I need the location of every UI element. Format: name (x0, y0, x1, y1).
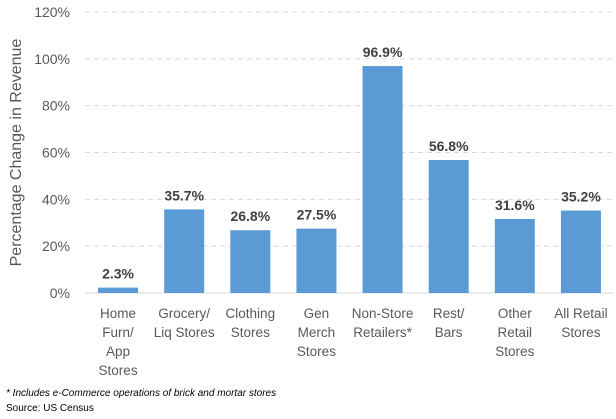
x-tick-label: Gen Merch Stores (297, 306, 336, 359)
source-note: Source: US Census (6, 403, 94, 414)
bar (560, 210, 601, 293)
bar (494, 219, 535, 293)
data-label: 26.8% (230, 208, 270, 224)
bar (98, 287, 139, 293)
data-label: 35.7% (164, 187, 204, 203)
data-label: 56.8% (429, 138, 469, 154)
x-tick-label: All Retail Stores (554, 306, 607, 340)
data-label: 2.3% (102, 266, 134, 282)
x-tick-label: Grocery/Liq Stores (154, 306, 215, 340)
bar-chart: 0% 20% 40% 60% 80% 100% 120% Percentage Change … (8, 4, 614, 378)
bar (296, 228, 337, 293)
data-label: 35.2% (561, 189, 601, 205)
x-tick-label: Home Furn/App Stores (99, 306, 138, 378)
data-label: 27.5% (297, 207, 337, 223)
bar (428, 159, 469, 293)
data-label: 31.6% (495, 197, 535, 213)
y-axis-title: Percentage Change in Revenue (8, 39, 25, 267)
y-tick-label: 0% (50, 285, 70, 301)
bar (362, 66, 403, 293)
bar (164, 209, 205, 293)
data-label: 96.9% (363, 44, 403, 60)
y-tick-label: 60% (42, 145, 70, 161)
footnote: * Includes e-Commerce operations of bric… (6, 388, 277, 399)
x-tick-label: Non-Store Retailers* (352, 306, 414, 340)
bar (230, 230, 271, 293)
y-tick-label: 100% (34, 51, 70, 67)
x-tick-label: Other Retail Stores (495, 306, 534, 359)
y-tick-label: 80% (42, 98, 70, 114)
y-tick-label: 120% (34, 4, 70, 20)
x-tick-label: Clothing Stores (226, 306, 276, 340)
y-tick-label: 40% (42, 191, 70, 207)
x-tick-label: Rest/Bars (433, 306, 465, 340)
y-tick-label: 20% (42, 238, 70, 254)
